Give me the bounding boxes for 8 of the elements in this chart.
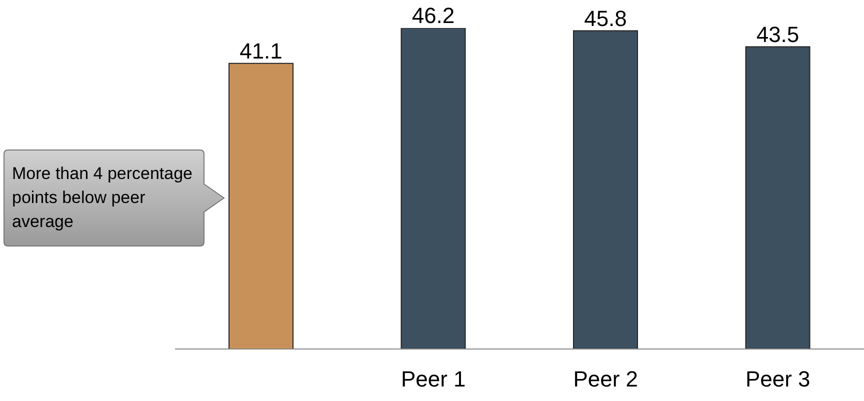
x-tick-label: Peer 2 bbox=[573, 366, 638, 392]
annotation: More than 4 percentage points below peer average bbox=[12, 163, 194, 233]
data-label: 43.5 bbox=[756, 22, 800, 47]
x-tick-label: Peer 1 bbox=[400, 366, 466, 392]
x-tick-label: Peer 3 bbox=[745, 366, 810, 392]
data-label: 46.2 bbox=[412, 3, 455, 28]
data-label: 45.8 bbox=[584, 6, 627, 31]
data-label: 41.1 bbox=[240, 38, 282, 64]
